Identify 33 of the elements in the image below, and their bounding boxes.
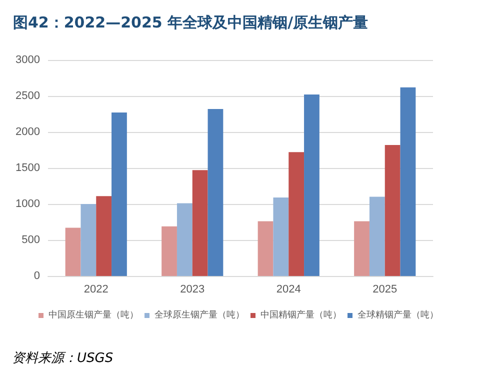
bar — [369, 196, 385, 276]
bar — [400, 87, 416, 276]
bar — [192, 170, 208, 276]
bar — [258, 221, 274, 276]
bar — [112, 112, 127, 276]
bar — [176, 203, 192, 276]
y-tick-label: 2500 — [16, 90, 40, 102]
legend-label: 中国原生铟产量（吨） — [48, 310, 138, 320]
bar — [354, 221, 370, 276]
x-tick-label: 2024 — [276, 284, 301, 296]
x-tick-label: 2023 — [180, 284, 205, 296]
text: 资料来源：USGS — [12, 351, 114, 366]
x-tick-label: 2025 — [372, 284, 398, 296]
y-tick-label: 1500 — [16, 162, 40, 174]
bar — [80, 204, 96, 276]
y-tick-label: 0 — [34, 270, 40, 282]
bar — [96, 196, 112, 276]
legend-label: 全球精铟产量（吨） — [358, 310, 438, 320]
y-tick-label: 500 — [22, 234, 40, 246]
chart-title: 图42：2022—2025 年全球及中国精铟/原生铟产量 — [13, 14, 368, 32]
y-tick-label: 2000 — [16, 126, 40, 138]
y-tick-label: 3000 — [16, 54, 40, 66]
legend-label: 中国精铟产量（吨） — [260, 310, 342, 320]
y-tick-label: 1000 — [16, 198, 40, 210]
bar — [384, 144, 400, 276]
bar — [208, 108, 224, 276]
bar — [288, 152, 304, 276]
legend-label: 全球原生铟产量（吨） — [154, 310, 244, 320]
bar — [273, 198, 289, 276]
x-tick-label: 2022 — [84, 284, 108, 296]
bar — [65, 228, 81, 276]
bar — [304, 94, 320, 276]
bar — [162, 226, 177, 276]
